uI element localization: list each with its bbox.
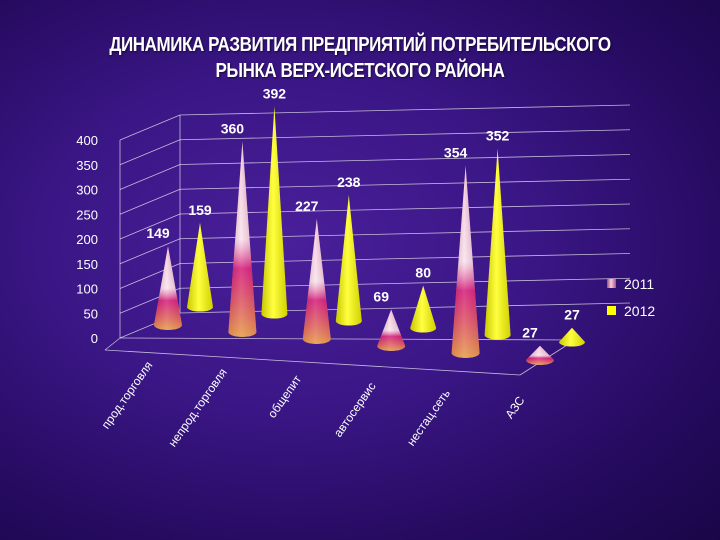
x-tick-label: общепит: [265, 372, 305, 420]
x-tick-label: прод.торговля: [99, 359, 156, 432]
bar-2012: [559, 327, 585, 347]
y-tick-label: 0: [91, 331, 98, 346]
gridline: [179, 129, 631, 141]
gridline: [179, 154, 631, 165]
legend-swatch: [607, 279, 616, 288]
x-tick-label: АЗС: [502, 393, 527, 421]
floor-edge: [104, 337, 121, 351]
y-tick-label: 50: [84, 306, 98, 321]
bar-2011-shade: [451, 165, 480, 358]
y-tick-label: 150: [76, 257, 98, 272]
data-label: 354: [444, 145, 468, 161]
data-label: 27: [564, 307, 580, 323]
floor-edge: [119, 337, 576, 341]
bar-2011-shade: [228, 141, 257, 337]
gridline-side: [119, 139, 181, 166]
legend-swatch: [607, 306, 616, 315]
data-label: 360: [221, 120, 245, 136]
floor-edge: [104, 349, 521, 376]
data-label: 149: [146, 225, 170, 241]
y-tick-label: 400: [76, 133, 98, 148]
legend-label: 2011: [624, 276, 654, 292]
y-tick-label: 300: [76, 183, 98, 198]
bar-2012: [335, 194, 362, 326]
gridline: [179, 277, 631, 289]
data-label: 159: [188, 202, 212, 218]
gridline: [179, 203, 631, 215]
gridline-side: [119, 164, 181, 190]
bar-2011-shade: [302, 218, 331, 344]
y-tick-label: 100: [76, 282, 98, 297]
bar-2012: [187, 222, 213, 312]
bar-2011-shade: [526, 345, 554, 365]
data-label: 352: [486, 128, 510, 144]
chart-title: ДИНАМИКА РАЗВИТИЯ ПРЕДПРИЯТИЙ ПОТРЕБИТЕЛ…: [109, 34, 611, 82]
data-label: 238: [337, 174, 361, 190]
bar-2012: [410, 285, 437, 333]
gridline: [179, 178, 631, 190]
x-tick-label: автосервис: [331, 380, 379, 440]
data-label: 80: [415, 265, 431, 281]
bar-2011-shade: [377, 309, 406, 351]
gridline-side: [119, 114, 181, 141]
gridline-side: [119, 213, 181, 240]
gridline: [179, 104, 631, 116]
gridline: [179, 302, 631, 314]
y-tick-label: 350: [76, 158, 98, 173]
legend-label: 2012: [624, 303, 655, 319]
data-label: 27: [522, 325, 538, 341]
bar-2012: [261, 106, 288, 319]
data-label: 69: [373, 288, 389, 304]
gridline: [179, 253, 631, 264]
gridline-side: [119, 238, 181, 265]
gridline-side: [119, 188, 181, 215]
x-tick-label: непрод.торговля: [165, 366, 229, 450]
bar-2011-shade: [154, 246, 183, 330]
y-tick-label: 250: [76, 207, 98, 222]
x-tick-label: нестац.сеть: [404, 387, 453, 449]
y-tick-label: 200: [76, 232, 98, 247]
data-label: 227: [295, 198, 319, 214]
gridline: [179, 228, 631, 240]
bar-2012: [484, 148, 511, 340]
data-label: 392: [263, 85, 287, 101]
